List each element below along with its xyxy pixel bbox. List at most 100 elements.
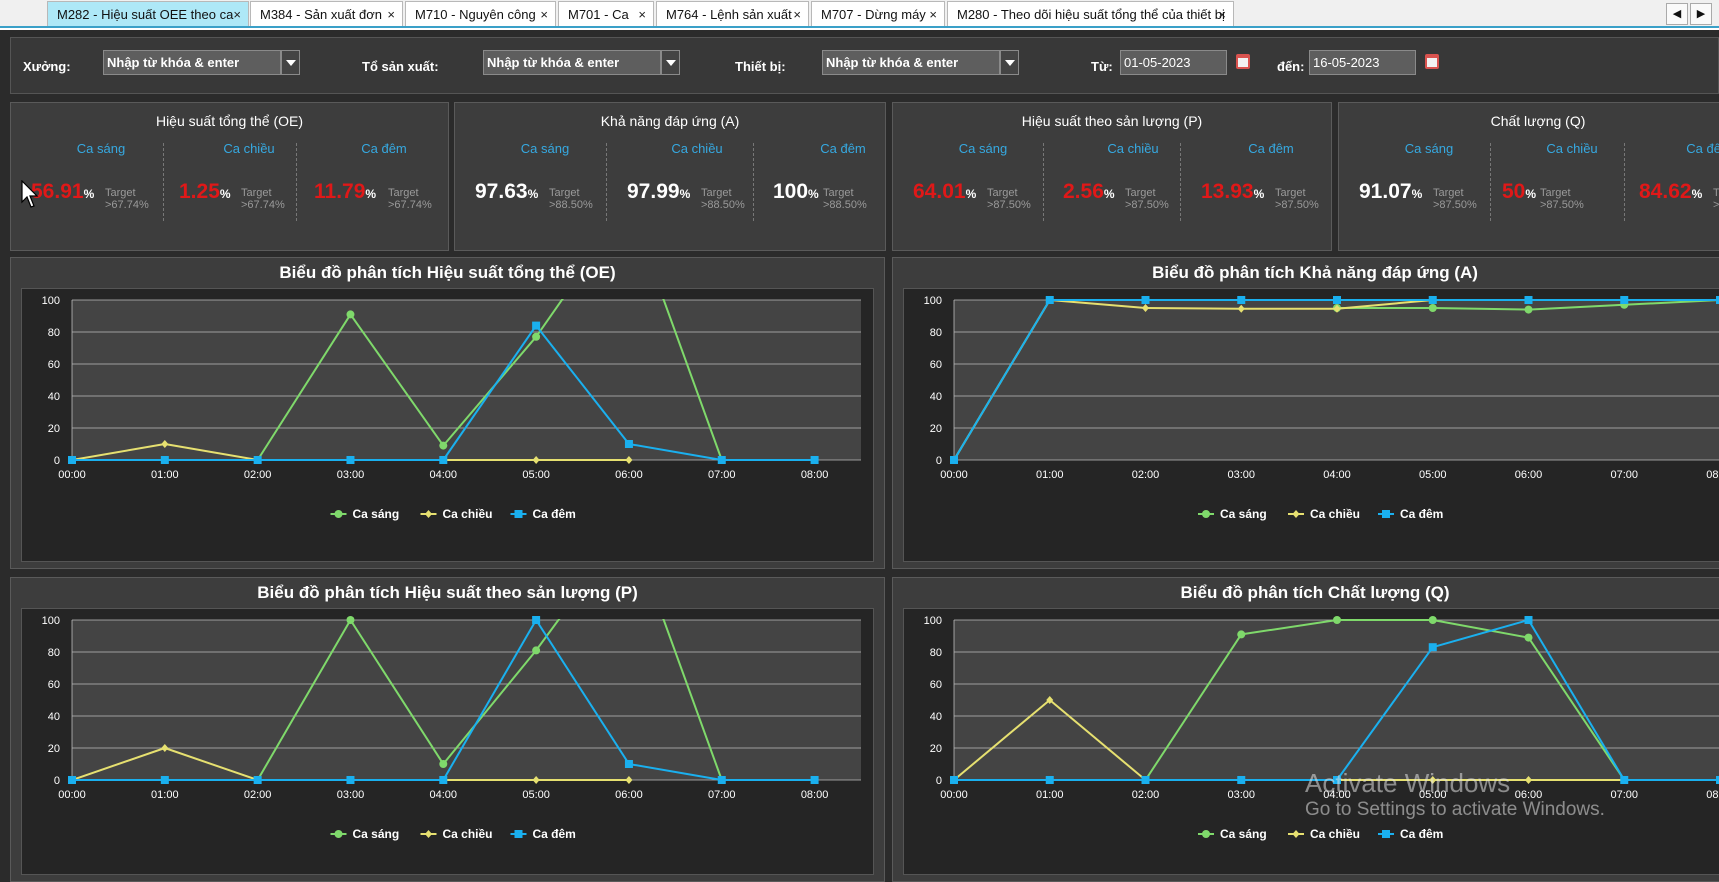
- scroll-left-button[interactable]: ◀: [1666, 3, 1688, 25]
- column-divider: [1490, 143, 1491, 221]
- y-tick-label: 40: [930, 391, 942, 403]
- percent-sign: %: [1103, 187, 1115, 201]
- device-input[interactable]: Nhập từ khóa & enter: [822, 50, 1000, 75]
- data-point: [624, 760, 633, 768]
- to-date-input[interactable]: 16-05-2023: [1309, 50, 1416, 75]
- close-icon[interactable]: ×: [929, 7, 937, 22]
- legend-label: Ca đêm: [533, 827, 576, 841]
- data-point: [1237, 776, 1246, 784]
- scroll-right-button[interactable]: ▶: [1690, 3, 1712, 25]
- kpi-number: 2.56: [1063, 180, 1104, 203]
- data-point: [625, 456, 633, 464]
- close-icon[interactable]: ×: [387, 7, 395, 22]
- column-divider: [1624, 143, 1625, 221]
- filter-from-label: Từ:: [1091, 59, 1113, 74]
- close-icon[interactable]: ×: [638, 7, 646, 22]
- watermark-title: Activate Windows: [1305, 768, 1511, 798]
- series-segment: [628, 443, 722, 461]
- data-point: [253, 776, 262, 784]
- x-tick-label: 01:00: [151, 789, 179, 801]
- close-icon[interactable]: ×: [540, 7, 548, 22]
- data-point: [1428, 616, 1437, 624]
- close-icon[interactable]: ×: [1218, 7, 1226, 22]
- percent-sign: %: [1691, 187, 1703, 201]
- dashboard: Xưởng: Nhập từ khóa & enter Tổ sản xuất:…: [0, 30, 1719, 882]
- data-point: [346, 310, 355, 319]
- data-point: [1141, 776, 1150, 784]
- tab-5[interactable]: M764 - Lệnh sản xuất ×: [656, 1, 809, 26]
- percent-sign: %: [1253, 187, 1265, 201]
- plot-background: [72, 620, 861, 780]
- series-segment: [1241, 619, 1338, 636]
- team-input[interactable]: Nhập từ khóa & enter: [483, 50, 661, 75]
- tab-1[interactable]: M282 - Hiệu suất OEE theo ca ×: [47, 1, 249, 26]
- shift-name: Ca chiều: [671, 141, 723, 156]
- device-dropdown-button[interactable]: [1000, 50, 1019, 75]
- y-tick-label: 20: [930, 423, 942, 435]
- tab-label: M280 - Theo dõi hiệu suất tổng thể của t…: [957, 7, 1225, 22]
- data-point: [1237, 630, 1246, 639]
- filter-device-label: Thiết bị:: [735, 59, 786, 74]
- x-tick-label: 00:00: [58, 789, 86, 801]
- tab-7[interactable]: M280 - Theo dõi hiệu suất tổng thể của t…: [947, 1, 1234, 26]
- close-icon[interactable]: ×: [233, 7, 241, 22]
- from-date-input[interactable]: 01-05-2023: [1120, 50, 1227, 75]
- workshop-input[interactable]: Nhập từ khóa & enter: [103, 50, 281, 75]
- filter-to-label: đến:: [1277, 59, 1305, 74]
- data-point: [624, 440, 633, 448]
- target-label: Target: [1713, 187, 1719, 199]
- data-point: [1333, 776, 1341, 784]
- y-tick-label: 60: [930, 679, 942, 691]
- x-tick-label: 02:00: [244, 469, 272, 481]
- shift-name: Ca đêm: [1248, 141, 1294, 156]
- series-segment: [954, 699, 1051, 781]
- target-label: Target: [105, 187, 136, 199]
- team-dropdown-button[interactable]: [661, 50, 680, 75]
- y-tick-label: 80: [930, 327, 942, 339]
- y-tick-label: 40: [930, 711, 942, 723]
- y-tick-label: 40: [48, 711, 60, 723]
- y-tick-label: 60: [930, 359, 942, 371]
- legend-marker: [1292, 830, 1300, 838]
- series-segment: [1336, 299, 1433, 310]
- target-info: Target >67.74%: [105, 187, 149, 211]
- series-segment: [349, 313, 445, 447]
- tab-3[interactable]: M710 - Nguyên công ×: [405, 1, 556, 26]
- plot-background: [72, 300, 861, 460]
- kpi-panel: Hiệu suất theo sản lượng (P) Ca sáng 64.01…: [892, 102, 1332, 251]
- x-tick-label: 00:00: [940, 789, 968, 801]
- legend-marker: [514, 510, 523, 518]
- kpi-panel: Chất lượng (Q) Ca sáng 91.07% Target >87.50%…: [1338, 102, 1719, 251]
- x-tick-label: 06:00: [615, 789, 643, 801]
- workshop-dropdown-button[interactable]: [281, 50, 300, 75]
- close-icon[interactable]: ×: [793, 7, 801, 22]
- x-tick-label: 03:00: [1227, 469, 1255, 481]
- data-point: [439, 760, 448, 768]
- data-point: [161, 744, 169, 752]
- kpi-value: 11.79%: [314, 180, 376, 204]
- kpi-value: 91.07%: [1359, 180, 1422, 204]
- data-point: [717, 456, 726, 464]
- y-tick-label: 0: [936, 775, 942, 787]
- series-segment: [442, 649, 537, 765]
- target-value: >88.50%: [549, 199, 593, 211]
- tab-6[interactable]: M707 - Dừng máy ×: [811, 1, 945, 26]
- data-point: [160, 456, 169, 464]
- x-tick-label: 02:00: [1132, 469, 1160, 481]
- shift-name: Ca chiều: [223, 141, 275, 156]
- target-value: >88.50%: [823, 199, 867, 211]
- calendar-icon[interactable]: [1236, 54, 1250, 69]
- kpi-number: 84.62: [1639, 180, 1692, 203]
- chart-title: Biểu đồ phân tích Hiệu suất theo sản lượ…: [257, 583, 638, 602]
- legend-marker: [425, 830, 432, 838]
- calendar-icon[interactable]: [1425, 54, 1439, 69]
- series-segment: [256, 313, 352, 461]
- x-tick-label: 03:00: [1227, 789, 1255, 801]
- data-point: [1045, 776, 1054, 784]
- target-label: Target: [701, 187, 732, 199]
- x-tick-label: 07:00: [1610, 469, 1638, 481]
- data-point: [161, 440, 169, 448]
- tab-4[interactable]: M701 - Ca ×: [558, 1, 654, 26]
- tab-2[interactable]: M384 - Sản xuất đơn ×: [250, 1, 403, 26]
- y-tick-label: 80: [48, 327, 60, 339]
